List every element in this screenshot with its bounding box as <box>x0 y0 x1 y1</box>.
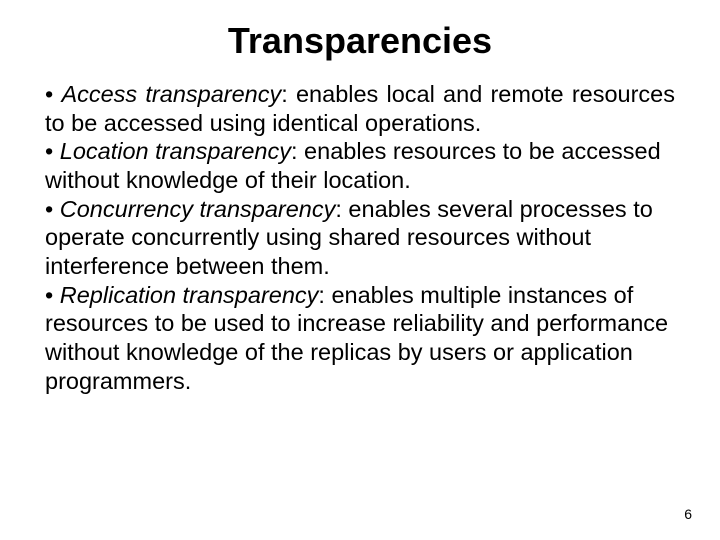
page-number: 6 <box>684 506 692 522</box>
term-access: Access transparency <box>61 81 281 107</box>
bullet-item-replication: • Replication transparency: enables mult… <box>45 281 675 396</box>
bullet-item-concurrency: • Concurrency transparency: enables seve… <box>45 195 675 281</box>
bullet-item-access: • Access transparency: enables local and… <box>45 80 675 137</box>
term-location: Location transparency <box>60 138 291 164</box>
term-concurrency: Concurrency transparency <box>60 196 336 222</box>
bullet-item-location: • Location transparency: enables resourc… <box>45 137 675 194</box>
slide-title: Transparencies <box>45 20 675 62</box>
term-replication: Replication transparency <box>60 282 319 308</box>
slide-content: • Access transparency: enables local and… <box>45 80 675 395</box>
